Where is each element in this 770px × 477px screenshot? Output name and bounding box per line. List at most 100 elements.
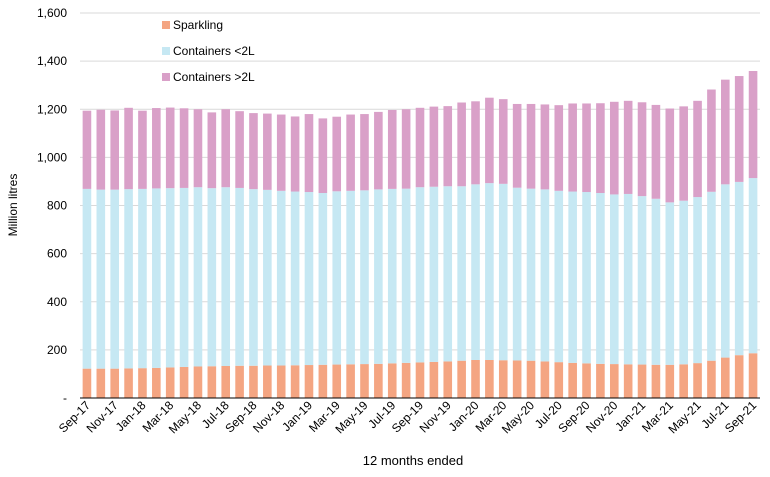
bar-segment-containers-under-2l <box>124 189 133 369</box>
bar-segment-sparkling <box>526 360 536 398</box>
y-tick-label: 600 <box>47 247 67 261</box>
bar-segment-containers-over-2l <box>304 114 314 193</box>
bar-segment-containers-over-2l <box>651 104 661 199</box>
legend-swatch <box>162 47 170 55</box>
bar-segment-sparkling <box>540 361 550 398</box>
bar-segment-containers-under-2l <box>193 187 203 367</box>
bar-segment-containers-over-2l <box>332 116 342 192</box>
bar-segment-containers-under-2l <box>443 186 453 362</box>
bar-segment-sparkling <box>346 364 355 398</box>
bar-segment-sparkling <box>82 368 92 398</box>
y-tick-labels: - 200 400 600 800 1,000 1,200 1,400 1,600 <box>37 6 67 405</box>
bar-segment-containers-over-2l <box>526 103 536 189</box>
bar-segment-containers-over-2l <box>193 109 203 188</box>
bar-segment-sparkling <box>651 364 661 398</box>
bar-segment-sparkling <box>249 365 258 398</box>
bar-segment-containers-under-2l <box>623 193 633 365</box>
bar-segment-containers-over-2l <box>415 107 425 188</box>
legend-swatch <box>162 73 170 81</box>
legend-label: Sparkling <box>173 18 223 32</box>
bar-segment-containers-under-2l <box>582 192 591 364</box>
y-tick-label: 1,200 <box>37 102 67 116</box>
bar-segment-containers-over-2l <box>276 114 286 191</box>
bar-segment-sparkling <box>332 364 342 398</box>
bar-segment-containers-over-2l <box>540 104 550 190</box>
bar-segment-containers-under-2l <box>387 188 397 364</box>
legend-label: Containers >2L <box>173 70 255 84</box>
bar-segment-containers-over-2l <box>290 116 300 192</box>
bar-segment-sparkling <box>318 364 328 398</box>
bar-segment-containers-under-2l <box>318 192 328 365</box>
y-tick-label: 1,400 <box>37 54 67 68</box>
bar-segment-containers-over-2l <box>263 113 272 190</box>
bar-segment-containers-under-2l <box>221 187 231 366</box>
bar-segment-containers-under-2l <box>457 186 466 361</box>
bar-segment-sparkling <box>582 363 591 398</box>
bar-segment-sparkling <box>387 363 397 398</box>
bar-segment-sparkling <box>637 364 647 398</box>
bar-segment-containers-over-2l <box>512 103 522 188</box>
bar-segment-containers-over-2l <box>110 110 119 190</box>
x-tick-label: Nov-18 <box>250 398 287 435</box>
bar-segment-containers-under-2l <box>665 202 675 365</box>
bar-segment-containers-under-2l <box>609 194 619 365</box>
bar-segment-containers-under-2l <box>96 189 106 369</box>
bar-segment-containers-under-2l <box>207 188 217 367</box>
bar-segment-sparkling <box>554 362 564 398</box>
bar-segment-sparkling <box>429 361 439 398</box>
bar-segment-sparkling <box>401 362 411 398</box>
bar-segment-containers-under-2l <box>429 186 439 362</box>
bar-segment-containers-over-2l <box>609 101 619 195</box>
bar-segment-sparkling <box>596 363 605 398</box>
bar-segment-sparkling <box>471 359 480 398</box>
bar-segment-containers-under-2l <box>512 187 522 361</box>
bar-segment-containers-under-2l <box>263 189 272 366</box>
bar-segment-containers-under-2l <box>679 200 688 365</box>
bar-segment-containers-under-2l <box>471 184 480 360</box>
bar-segment-sparkling <box>165 367 175 398</box>
bar-segment-containers-under-2l <box>290 191 300 366</box>
bar-segment-sparkling <box>276 365 286 398</box>
legend: Sparkling Containers <2L Containers >2L <box>162 18 255 84</box>
y-tick-label: 200 <box>47 343 67 357</box>
bar-segment-containers-over-2l <box>179 108 189 188</box>
bar-segment-sparkling <box>721 357 730 398</box>
y-tick-label: - <box>63 391 67 405</box>
bar-segment-sparkling <box>179 366 189 398</box>
bar-segment-containers-under-2l <box>235 187 244 366</box>
bar-segment-containers-over-2l <box>235 111 244 188</box>
x-axis-label: 12 months ended <box>363 453 463 468</box>
x-tick-label: Sep-21 <box>722 398 759 435</box>
bar-segment-containers-over-2l <box>401 109 411 189</box>
bar-segment-sparkling <box>443 361 453 398</box>
bar-segment-containers-over-2l <box>554 105 564 191</box>
bar-segment-containers-under-2l <box>707 191 716 361</box>
bar-segment-containers-under-2l <box>498 183 508 361</box>
bar-segment-containers-under-2l <box>374 189 383 364</box>
bar-segment-sparkling <box>498 360 508 398</box>
bar-segment-sparkling <box>693 363 702 398</box>
bar-segment-sparkling <box>138 368 147 398</box>
bar-segment-containers-over-2l <box>124 107 133 190</box>
bar-segment-sparkling <box>623 364 633 398</box>
bar-segment-sparkling <box>360 364 369 398</box>
bar-segment-containers-under-2l <box>596 192 605 364</box>
x-tick-labels: Sep-17Nov-17Jan-18Mar-18May-18Jul-18Sep-… <box>56 398 760 436</box>
bar-segment-containers-over-2l <box>443 106 453 187</box>
bar-segment-containers-over-2l <box>387 109 397 189</box>
bar-segment-sparkling <box>485 359 494 398</box>
bar-segment-containers-over-2l <box>457 102 466 187</box>
bar-segment-containers-under-2l <box>526 188 536 361</box>
bar-segment-containers-over-2l <box>568 103 577 192</box>
bar-segment-sparkling <box>110 368 119 398</box>
bar-segment-containers-over-2l <box>429 106 439 187</box>
bar-segment-containers-under-2l <box>82 188 92 369</box>
bar-segment-containers-over-2l <box>374 111 383 190</box>
bar-segment-sparkling <box>415 362 425 398</box>
bar-segment-sparkling <box>679 364 688 398</box>
bar-segment-containers-over-2l <box>721 79 730 185</box>
bar-segment-containers-over-2l <box>707 89 716 192</box>
legend-swatch <box>162 21 170 29</box>
bar-segment-containers-under-2l <box>651 198 661 365</box>
